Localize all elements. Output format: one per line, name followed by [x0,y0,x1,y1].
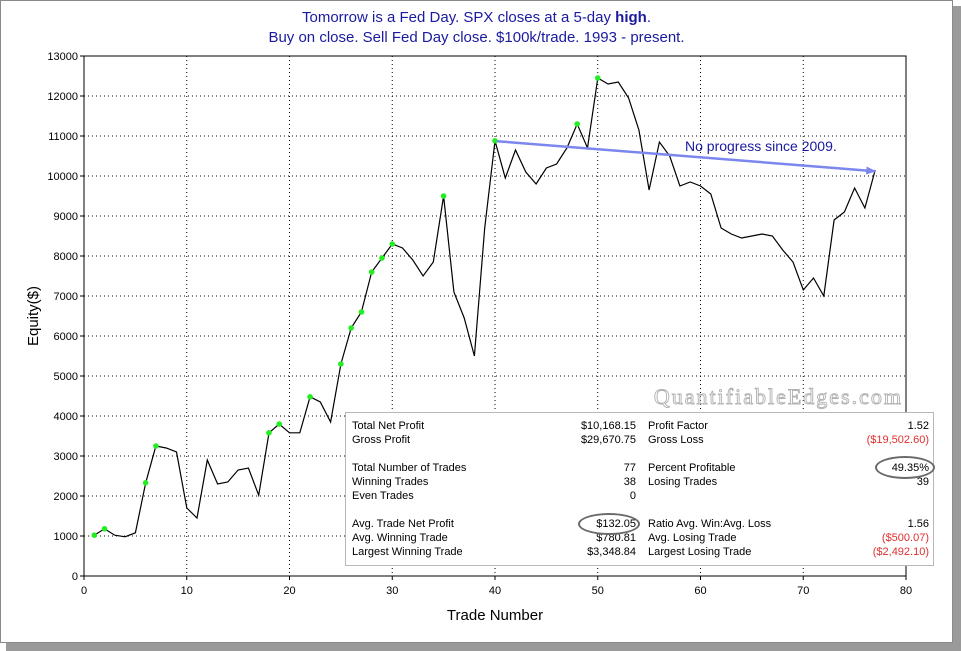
chart-title-line-2: Buy on close. Sell Fed Day close. $100k/… [268,29,685,46]
new-high-marker [91,532,98,538]
frame-shadow-bottom [6,643,961,651]
x-tick-label: 10 [181,585,193,597]
stat-value: ($500.07) [881,532,929,544]
new-high-marker [358,309,365,315]
chart-title-line-1: Tomorrow is a Fed Day. SPX closes at a 5… [0,9,953,26]
y-tick-label: 9000 [54,211,78,223]
stat-label: Largest Winning Trade [352,546,463,558]
y-tick-label: 0 [72,571,78,583]
stat-label: Even Trades [352,490,414,502]
x-tick-label: 80 [900,585,912,597]
new-high-marker [348,325,354,331]
highlight-oval-avg-trade [578,513,640,535]
stat-value: $780.81 [596,532,636,544]
x-tick-label: 0 [81,585,87,597]
stat-value: 1.52 [907,420,929,432]
new-high-marker [594,75,601,81]
new-high-marker [440,193,447,199]
annotation-text: No progress since 2009. [685,138,837,154]
highlight-oval-percent-profitable [875,456,935,479]
stat-label: Profit Factor [648,420,708,432]
stat-label: Avg. Trade Net Profit [352,518,454,530]
annotation-arrow [496,139,877,175]
new-high-marker [101,526,108,532]
frame-shadow-right [953,6,961,651]
stat-value: $3,348.84 [587,546,636,558]
title-period: . [646,9,651,26]
watermark: QuantifiableEdges.com [654,384,903,409]
stat-value: 38 [623,476,636,488]
x-tick-label: 50 [592,585,604,597]
y-tick-label: 11000 [48,131,78,143]
y-tick-label: 2000 [54,491,78,503]
x-axis-label: Trade Number [447,607,543,624]
y-tick-label: 5000 [54,371,78,383]
stat-value: $10,168.15 [580,420,636,432]
new-high-marker [574,121,580,127]
stat-label: Avg. Winning Trade [352,532,448,544]
stat-value: 0 [629,490,636,502]
new-high-marker [368,269,375,275]
y-tick-label: 8000 [54,251,78,263]
stat-value: 1.56 [907,518,929,530]
new-high-marker [307,394,313,400]
equity-line [93,77,876,538]
x-tick-label: 70 [797,585,809,597]
title-text: Tomorrow is a Fed Day. SPX closes at a 5… [301,9,616,26]
new-high-marker [379,255,385,261]
y-tick-label: 1000 [54,531,78,543]
stat-label: Largest Losing Trade [648,546,752,558]
stat-label: Total Number of Trades [352,462,467,474]
stat-label: Gross Loss [648,434,704,446]
y-tick-label: 4000 [54,411,78,423]
new-high-marker [276,421,283,427]
stat-label: Ratio Avg. Win:Avg. Loss [648,518,772,530]
x-tick-label: 30 [386,585,398,597]
y-tick-label: 13000 [47,51,78,63]
stat-label: Percent Profitable [648,462,736,474]
title-bold-word: high [615,9,647,26]
new-high-marker [389,241,396,247]
y-tick-label: 6000 [54,331,78,343]
stat-value: ($2,492.10) [872,546,929,558]
new-high-marker [142,480,149,486]
stats-table: Total Net Profit $10,168.15 Gross Profit $2… [345,412,935,566]
y-tick-label: 10000 [47,171,78,183]
y-tick-label: 3000 [54,451,78,463]
stat-label: Gross Profit [352,434,411,446]
stat-label: Losing Trades [648,476,718,488]
x-tick-label: 60 [694,585,706,597]
x-tick-label: 20 [283,585,295,597]
new-high-marker [266,430,272,436]
stat-label: Total Net Profit [352,420,425,432]
stat-label: Avg. Losing Trade [648,532,737,544]
y-tick-label: 12000 [47,91,78,103]
stat-value: $29,670.75 [580,434,636,446]
stat-label: Winning Trades [352,476,429,488]
stat-value: 39 [916,476,929,488]
y-tick-label: 7000 [54,291,78,303]
new-high-marker [492,138,498,144]
stat-value: 77 [623,462,636,474]
y-axis-label: Equity($) [25,286,42,346]
x-tick-label: 40 [489,585,501,597]
new-high-marker [153,443,159,449]
new-high-marker [338,361,344,367]
stat-value: ($19,502.60) [866,434,929,446]
